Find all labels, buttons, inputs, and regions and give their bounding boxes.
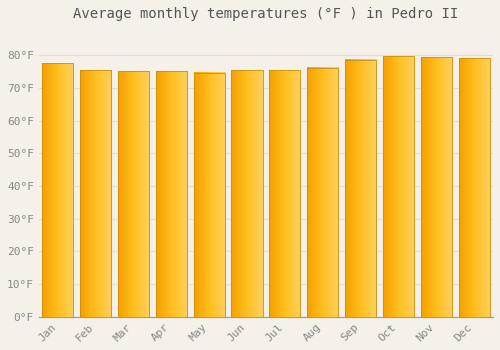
- Bar: [421, 57, 452, 317]
- Bar: [307, 68, 338, 317]
- Bar: [42, 63, 74, 317]
- Title: Average monthly temperatures (°F ) in Pedro II: Average monthly temperatures (°F ) in Pe…: [74, 7, 458, 21]
- Bar: [383, 56, 414, 317]
- Bar: [232, 70, 262, 317]
- Bar: [118, 71, 149, 317]
- Bar: [458, 58, 490, 317]
- Bar: [80, 70, 111, 317]
- Bar: [270, 70, 300, 317]
- Bar: [194, 72, 224, 317]
- Bar: [345, 60, 376, 317]
- Bar: [156, 71, 187, 317]
